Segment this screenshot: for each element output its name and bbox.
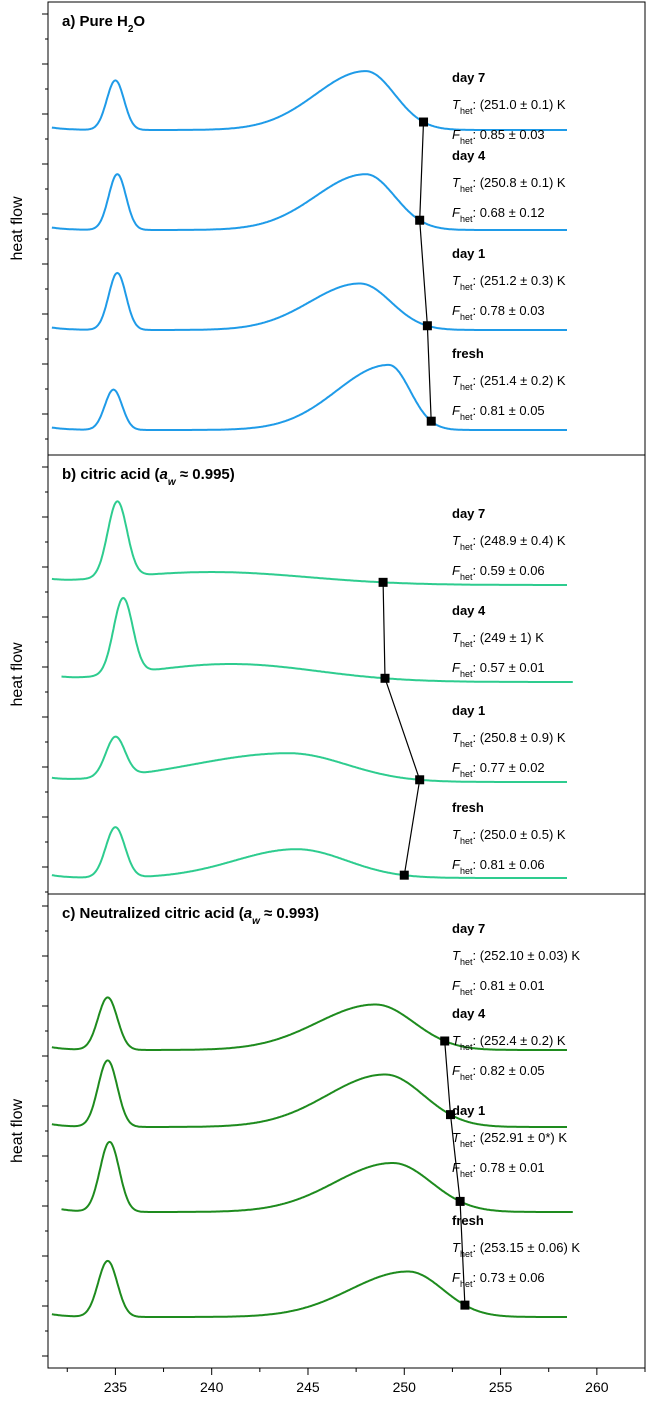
onset-marker bbox=[445, 1110, 455, 1120]
series-fresh: fresh Thet: (253.15 ± 0.06) K Fhet: 0.73 ±… bbox=[51, 1213, 580, 1318]
onset-connector bbox=[382, 582, 421, 876]
series-name: day 4 bbox=[452, 148, 486, 163]
series-day-1: day 1 Thet: (250.8 ± 0.9) K Fhet: 0.77 ± 0… bbox=[51, 703, 567, 783]
t-het-label: Thet: (252.4 ± 0.2) K bbox=[452, 1033, 566, 1052]
panels-group: heat flow a) Pure H2O day 7 Thet: (251.0 ± … bbox=[9, 1, 646, 1369]
series-name: day 1 bbox=[452, 246, 485, 261]
onset-marker bbox=[378, 577, 388, 587]
heat-flow-trace bbox=[51, 826, 567, 879]
f-het-label: Fhet: 0.77 ± 0.02 bbox=[452, 760, 545, 779]
x-tick-label: 260 bbox=[585, 1379, 609, 1395]
series-name: day 7 bbox=[452, 921, 485, 936]
series-name: day 4 bbox=[452, 603, 486, 618]
f-het-label: Fhet: 0.85 ± 0.03 bbox=[452, 127, 545, 146]
heat-flow-trace bbox=[51, 735, 567, 783]
t-het-label: Thet: (251.2 ± 0.3) K bbox=[452, 273, 566, 292]
panel-title: b) citric acid (aw ≈ 0.995) bbox=[62, 466, 235, 488]
f-het-label: Fhet: 0.82 ± 0.05 bbox=[452, 1063, 545, 1082]
t-het-label: Thet: (248.9 ± 0.4) K bbox=[452, 533, 566, 552]
x-tick-label: 245 bbox=[296, 1379, 320, 1395]
heat-flow-trace bbox=[51, 996, 567, 1051]
y-axis-label: heat flow bbox=[9, 1099, 26, 1163]
t-het-label: Thet: (250.8 ± 0.1) K bbox=[452, 175, 566, 194]
t-het-label: Thet: (249 ± 1) K bbox=[452, 630, 544, 649]
x-tick-label: 250 bbox=[393, 1379, 417, 1395]
heat-flow-trace bbox=[51, 363, 567, 431]
onset-marker bbox=[399, 870, 409, 880]
heat-flow-trace bbox=[51, 1059, 567, 1128]
heat-flow-trace bbox=[51, 70, 567, 131]
heat-flow-trace bbox=[61, 596, 573, 683]
f-het-label: Fhet: 0.59 ± 0.06 bbox=[452, 563, 545, 582]
y-ticks bbox=[42, 13, 48, 440]
series-name: fresh bbox=[452, 1213, 484, 1228]
t-het-label: Thet: (251.0 ± 0.1) K bbox=[452, 97, 566, 116]
series-name: day 1 bbox=[452, 1103, 485, 1118]
y-axis-label: heat flow bbox=[9, 196, 26, 260]
panel-c: heat flow c) Neutralized citric acid (aw … bbox=[9, 893, 646, 1369]
onset-connector bbox=[444, 1040, 466, 1306]
panel-b: heat flow b) citric acid (aw ≈ 0.995) day … bbox=[9, 454, 646, 895]
f-het-label: Fhet: 0.57 ± 0.01 bbox=[452, 660, 545, 679]
heat-flow-trace bbox=[51, 500, 567, 586]
t-het-label: Thet: (250.0 ± 0.5) K bbox=[452, 827, 566, 846]
panel-title: c) Neutralized citric acid (aw ≈ 0.993) bbox=[62, 905, 319, 927]
series-day-4: day 4 Thet: (252.4 ± 0.2) K Fhet: 0.82 ± 0… bbox=[51, 1006, 567, 1128]
onset-marker bbox=[380, 673, 390, 683]
onset-marker bbox=[415, 215, 425, 225]
heat-flow-trace bbox=[61, 1140, 573, 1213]
t-het-label: Thet: (252.91 ± 0*) K bbox=[452, 1130, 567, 1149]
onset-marker bbox=[460, 1300, 470, 1310]
onset-marker bbox=[415, 775, 425, 785]
y-axis-label: heat flow bbox=[9, 642, 26, 706]
series-day-4: day 4 Thet: (249 ± 1) K Fhet: 0.57 ± 0.01 bbox=[61, 596, 573, 683]
f-het-label: Fhet: 0.78 ± 0.03 bbox=[452, 303, 545, 322]
series-name: day 1 bbox=[452, 703, 485, 718]
onset-marker bbox=[422, 321, 432, 331]
series-day-4: day 4 Thet: (250.8 ± 0.1) K Fhet: 0.68 ± 0… bbox=[51, 148, 567, 231]
panel-a: heat flow a) Pure H2O day 7 Thet: (251.0 ± … bbox=[9, 1, 646, 456]
onset-marker bbox=[440, 1036, 450, 1046]
t-het-label: Thet: (252.10 ± 0.03) K bbox=[452, 948, 580, 967]
onset-marker bbox=[419, 117, 429, 127]
series-name: day 7 bbox=[452, 70, 485, 85]
f-het-label: Fhet: 0.73 ± 0.06 bbox=[452, 1270, 545, 1289]
t-het-label: Thet: (250.8 ± 0.9) K bbox=[452, 730, 566, 749]
series-fresh: fresh Thet: (250.0 ± 0.5) K Fhet: 0.81 ± 0… bbox=[51, 800, 567, 879]
series-name: day 4 bbox=[452, 1006, 486, 1021]
x-tick-label: 240 bbox=[200, 1379, 224, 1395]
panel-title: a) Pure H2O bbox=[62, 13, 145, 35]
series-day-7: day 7 Thet: (251.0 ± 0.1) K Fhet: 0.85 ± 0… bbox=[51, 70, 567, 146]
x-tick-label: 235 bbox=[104, 1379, 128, 1395]
heat-flow-trace bbox=[51, 173, 567, 231]
series-day-1: day 1 Thet: (252.91 ± 0*) K Fhet: 0.78 ± 0… bbox=[61, 1103, 573, 1213]
y-ticks bbox=[42, 466, 48, 893]
onset-marker bbox=[426, 416, 436, 426]
f-het-label: Fhet: 0.81 ± 0.06 bbox=[452, 857, 545, 876]
f-het-label: Fhet: 0.81 ± 0.01 bbox=[452, 978, 545, 997]
series-day-1: day 1 Thet: (251.2 ± 0.3) K Fhet: 0.78 ± 0… bbox=[51, 246, 567, 331]
series-day-7: day 7 Thet: (252.10 ± 0.03) K Fhet: 0.81 ±… bbox=[51, 921, 580, 1051]
onset-connector bbox=[419, 121, 432, 422]
series-name: fresh bbox=[452, 346, 484, 361]
t-het-label: Thet: (251.4 ± 0.2) K bbox=[452, 373, 566, 392]
series-day-7: day 7 Thet: (248.9 ± 0.4) K Fhet: 0.59 ± 0… bbox=[51, 500, 567, 586]
heat-flow-trace bbox=[51, 271, 567, 331]
y-ticks bbox=[42, 905, 48, 1357]
x-axis: 235240245250255260T/K bbox=[66, 1368, 646, 1395]
heat-flow-trace bbox=[51, 1259, 567, 1318]
f-het-label: Fhet: 0.68 ± 0.12 bbox=[452, 205, 545, 224]
x-tick-label: 255 bbox=[489, 1379, 513, 1395]
series-name: fresh bbox=[452, 800, 484, 815]
series-fresh: fresh Thet: (251.4 ± 0.2) K Fhet: 0.81 ± 0… bbox=[51, 346, 567, 431]
f-het-label: Fhet: 0.81 ± 0.05 bbox=[452, 403, 545, 422]
f-het-label: Fhet: 0.78 ± 0.01 bbox=[452, 1160, 545, 1179]
onset-marker bbox=[455, 1196, 465, 1206]
series-name: day 7 bbox=[452, 506, 485, 521]
t-het-label: Thet: (253.15 ± 0.06) K bbox=[452, 1240, 580, 1259]
